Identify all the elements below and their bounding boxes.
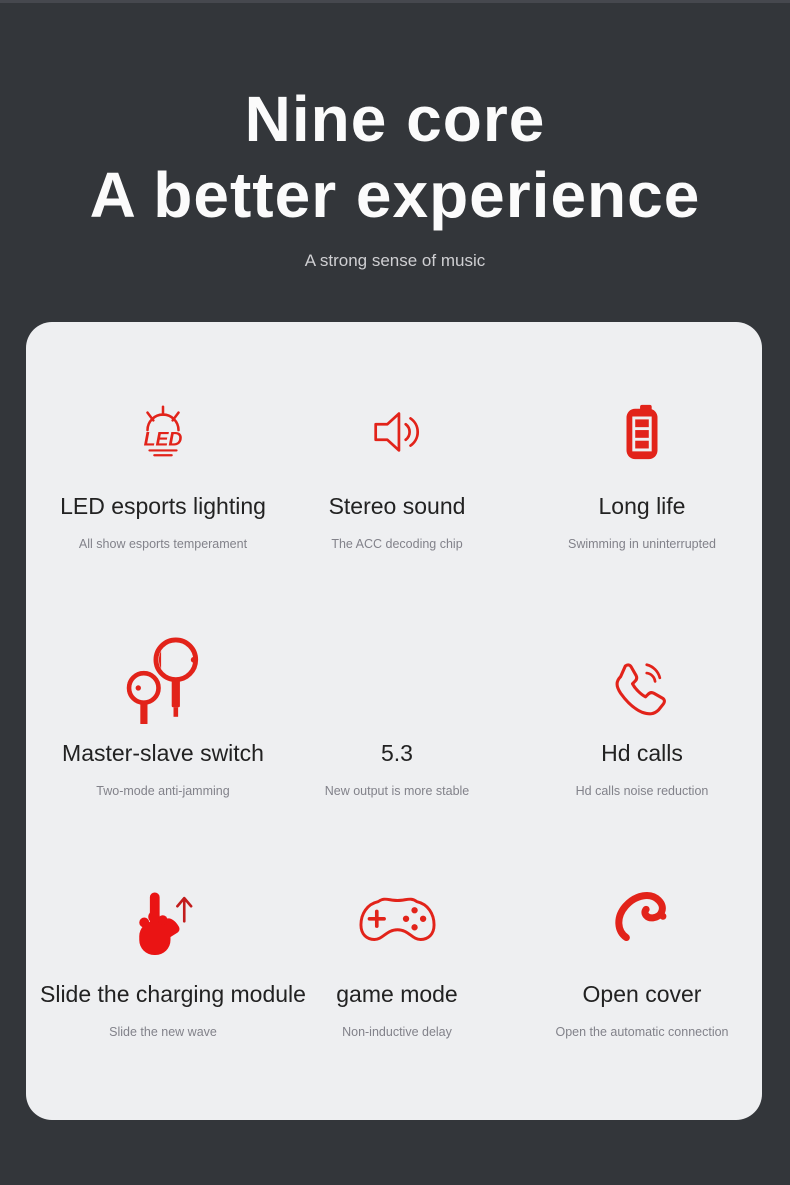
svg-text:LED: LED — [144, 429, 183, 451]
